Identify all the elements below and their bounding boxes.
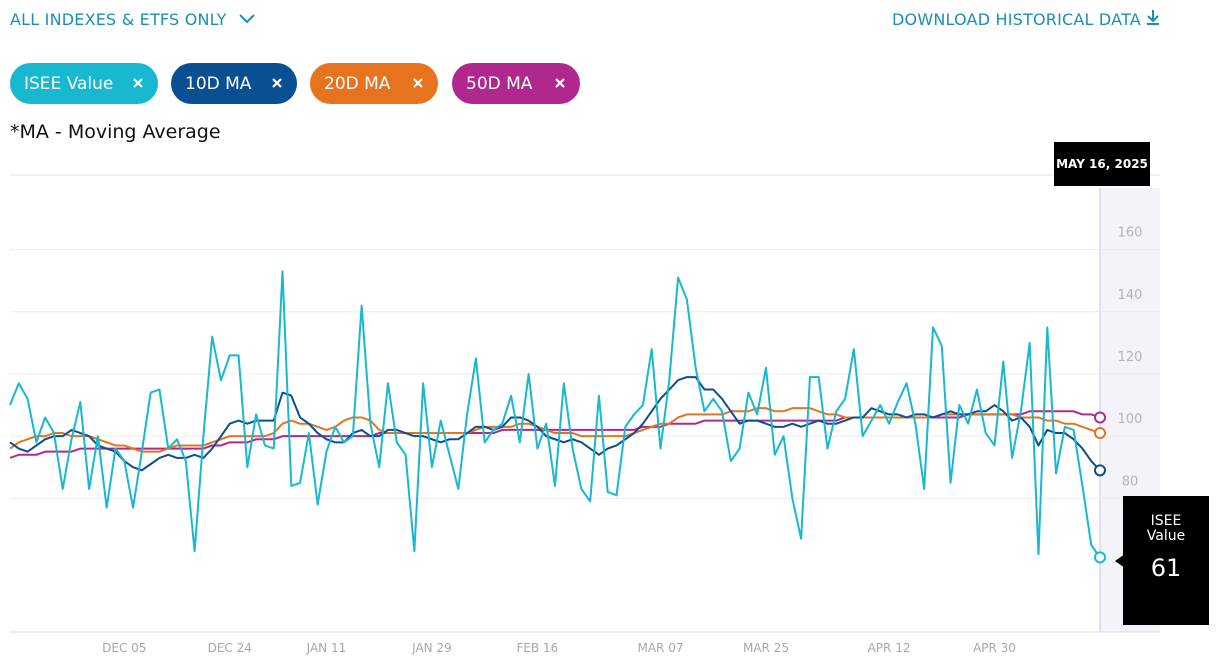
- chevron-icon: [239, 14, 255, 24]
- tooltip-series: ISEE Value: [1146, 513, 1186, 544]
- y-tick-label: 140: [1118, 288, 1143, 303]
- y-tick-label: 80: [1122, 474, 1139, 489]
- download-icon: [1147, 10, 1160, 25]
- y-tick-label: 160: [1118, 226, 1143, 241]
- date-tooltip: MAY 16, 2025: [1054, 142, 1150, 186]
- remove-icon[interactable]: [412, 77, 424, 89]
- x-tick-label: MAR 07: [637, 641, 683, 655]
- series-chip[interactable]: 20D MA: [310, 63, 438, 104]
- filter-dropdown[interactable]: ALL INDEXES & ETFS ONLY: [10, 10, 256, 29]
- y-tick-label: 120: [1118, 350, 1143, 365]
- chip-label: 50D MA: [466, 73, 533, 94]
- end-marker: [1094, 427, 1106, 440]
- remove-icon[interactable]: [554, 77, 566, 89]
- series-chip[interactable]: 10D MA: [171, 63, 297, 104]
- y-tick-label: 100: [1118, 412, 1143, 427]
- end-marker: [1094, 411, 1106, 424]
- remove-icon[interactable]: [271, 77, 283, 89]
- series-line: [9, 410, 1101, 459]
- chip-label: 20D MA: [324, 73, 391, 94]
- series-line: [9, 270, 1101, 558]
- series-line: [9, 376, 1101, 472]
- chip-label: ISEE Value: [24, 73, 114, 94]
- end-marker: [1094, 551, 1106, 564]
- value-tooltip: ISEE Value 61: [1123, 496, 1209, 625]
- download-link[interactable]: DOWNLOAD HISTORICAL DATA: [892, 9, 1160, 29]
- series-chip[interactable]: ISEE Value: [10, 63, 158, 104]
- filter-label: ALL INDEXES & ETFS ONLY: [10, 10, 227, 29]
- x-tick-label: APR 30: [973, 641, 1016, 655]
- x-tick-label: MAR 25: [743, 641, 789, 655]
- x-tick-label: DEC 24: [208, 641, 252, 655]
- x-tick-label: JAN 11: [306, 641, 347, 655]
- series-line: [9, 407, 1101, 453]
- series-chip[interactable]: 50D MA: [452, 63, 580, 104]
- remove-icon[interactable]: [132, 77, 144, 89]
- chip-label: 10D MA: [185, 73, 252, 94]
- x-tick-label: FEB 16: [517, 641, 559, 655]
- ma-note: *MA - Moving Average: [10, 121, 221, 143]
- x-tick-label: DEC 05: [102, 641, 146, 655]
- end-marker: [1094, 464, 1106, 477]
- tooltip-value: 61: [1150, 554, 1182, 582]
- x-tick-label: JAN 29: [411, 641, 452, 655]
- tooltip-pointer: [1115, 554, 1125, 568]
- x-tick-label: APR 12: [868, 641, 911, 655]
- download-label: DOWNLOAD HISTORICAL DATA: [892, 10, 1141, 29]
